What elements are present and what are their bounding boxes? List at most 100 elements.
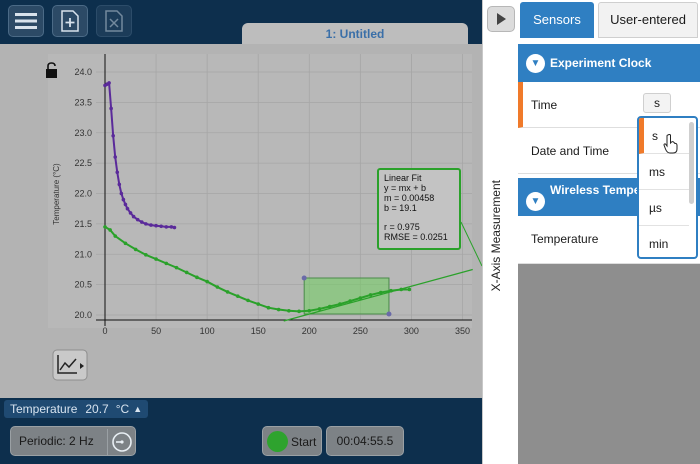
x-tick-label: 100 <box>200 326 215 336</box>
unit-option-us[interactable]: µs <box>639 190 689 226</box>
data-point <box>184 270 189 275</box>
data-point <box>327 304 332 309</box>
x-tick-label: 350 <box>455 326 470 336</box>
data-point <box>215 285 220 289</box>
timer-icon <box>107 429 135 455</box>
dropdown-scrollbar[interactable] <box>689 122 694 204</box>
sensor-readout[interactable]: Temperature 20.7 °C ▲ <box>4 400 149 418</box>
close-file-icon <box>105 10 123 32</box>
linear-fit-box[interactable]: Linear Fit y = mx + b m = 0.00458 b = 19… <box>377 168 461 250</box>
data-point <box>117 182 122 187</box>
unit-option-s[interactable]: s <box>639 118 689 154</box>
selection-handle[interactable] <box>301 275 307 281</box>
start-button[interactable]: Start <box>262 426 322 456</box>
unit-dropdown[interactable]: s ms µs min <box>637 116 698 259</box>
data-point <box>164 225 169 229</box>
x-tick-label: 0 <box>102 326 107 336</box>
group-experiment-clock[interactable]: ▼ Experiment Clock <box>518 44 700 82</box>
option-label: min <box>649 237 669 251</box>
chevron-down-icon: ▼ <box>526 54 545 73</box>
fit-line <box>283 268 473 322</box>
selection-handle[interactable] <box>386 311 392 317</box>
group-title-text: Wireless Temperature Sen <box>550 184 660 197</box>
fit-connector <box>460 221 482 267</box>
data-point <box>111 133 115 138</box>
data-point <box>103 225 107 229</box>
row-date-and-time[interactable]: Date and Time <box>518 128 700 174</box>
caret-up-icon: ▲ <box>133 404 143 414</box>
data-point <box>348 299 352 303</box>
fit-r: r = 0.975 <box>384 222 420 232</box>
data-point <box>131 214 136 219</box>
collection-bar: Periodic: 2 Hz Start 00:04:55.5 <box>0 420 482 464</box>
data-point <box>115 170 120 175</box>
data-point <box>235 294 240 298</box>
data-point <box>108 228 112 232</box>
data-point <box>123 202 128 207</box>
x-tick-label: 150 <box>251 326 266 336</box>
time-unit-select[interactable]: s <box>643 93 671 113</box>
axis-ticks: 20.0 20.5 21.0 21.5 22.0 22.5 23.0 23.5 24.0 0 50 1… <box>74 67 470 336</box>
data-point <box>164 261 169 266</box>
menu-button[interactable] <box>8 5 44 37</box>
data-point <box>125 206 130 211</box>
data-point <box>107 81 111 85</box>
row-label: Time <box>531 98 558 112</box>
y-tick-label: 23.5 <box>74 97 92 107</box>
data-point <box>144 222 148 226</box>
row-label: Temperature <box>531 232 599 246</box>
data-point <box>297 309 301 314</box>
y-axis-label: Temperature (°C) <box>52 163 61 225</box>
sensor-name: Temperature <box>10 402 78 416</box>
tab-sensors[interactable]: Sensors <box>520 2 594 38</box>
data-point <box>225 290 230 294</box>
play-icon <box>497 13 506 25</box>
data-point <box>139 220 144 224</box>
graph-area[interactable]: 20.0 20.5 21.0 21.5 22.0 22.5 23.0 23.5 24.0 0 50 1… <box>0 44 482 398</box>
row-temperature[interactable]: Temperature <box>518 216 700 264</box>
start-label: Start <box>291 435 317 449</box>
tab-untitled[interactable]: 1: Untitled <box>242 23 468 45</box>
collection-mode-label: Periodic: 2 Hz <box>19 434 94 448</box>
group-title: Experiment Clock <box>550 56 652 70</box>
sensor-unit: °C <box>115 402 130 416</box>
unit-option-ms[interactable]: ms <box>639 154 689 190</box>
data-point <box>317 307 322 311</box>
lock-icon[interactable] <box>46 62 57 78</box>
data-point <box>205 279 209 284</box>
option-label: ms <box>649 165 665 179</box>
data-point <box>195 275 199 280</box>
hamburger-icon <box>15 13 37 29</box>
option-label: µs <box>649 201 662 215</box>
row-label: Date and Time <box>531 144 610 158</box>
x-axis-measurement-label: X-Axis Measurement <box>489 180 503 292</box>
x-tick-label: 50 <box>151 326 161 336</box>
fit-title: Linear Fit <box>384 173 422 183</box>
unit-option-min[interactable]: min <box>639 226 689 257</box>
data-point <box>154 223 158 228</box>
data-point <box>169 225 174 229</box>
option-label: s <box>652 129 658 143</box>
row-time[interactable]: Time s <box>518 82 700 128</box>
y-tick-label: 21.0 <box>74 249 92 259</box>
data-point <box>246 298 250 303</box>
top-toolbar: 1: Untitled <box>0 0 482 45</box>
data-point <box>256 302 261 306</box>
fit-rmse: RMSE = 0.0251 <box>384 232 448 242</box>
data-point <box>276 307 281 312</box>
x-tick-label: 200 <box>302 326 317 336</box>
data-point <box>378 290 383 295</box>
new-file-button[interactable] <box>52 5 88 37</box>
data-point <box>113 234 118 238</box>
y-tick-label: 24.0 <box>74 67 92 77</box>
collection-mode-button[interactable]: Periodic: 2 Hz <box>10 426 136 456</box>
fit-m: m = 0.00458 <box>384 193 435 203</box>
collapse-panel-button[interactable] <box>487 6 515 32</box>
data-point <box>109 106 113 111</box>
graph-options-button[interactable] <box>52 349 88 381</box>
close-file-button[interactable] <box>96 5 132 37</box>
data-point <box>266 305 271 310</box>
data-point <box>133 247 138 252</box>
tab-user-entered[interactable]: User-entered <box>598 2 698 38</box>
y-tick-label: 21.5 <box>74 219 92 229</box>
